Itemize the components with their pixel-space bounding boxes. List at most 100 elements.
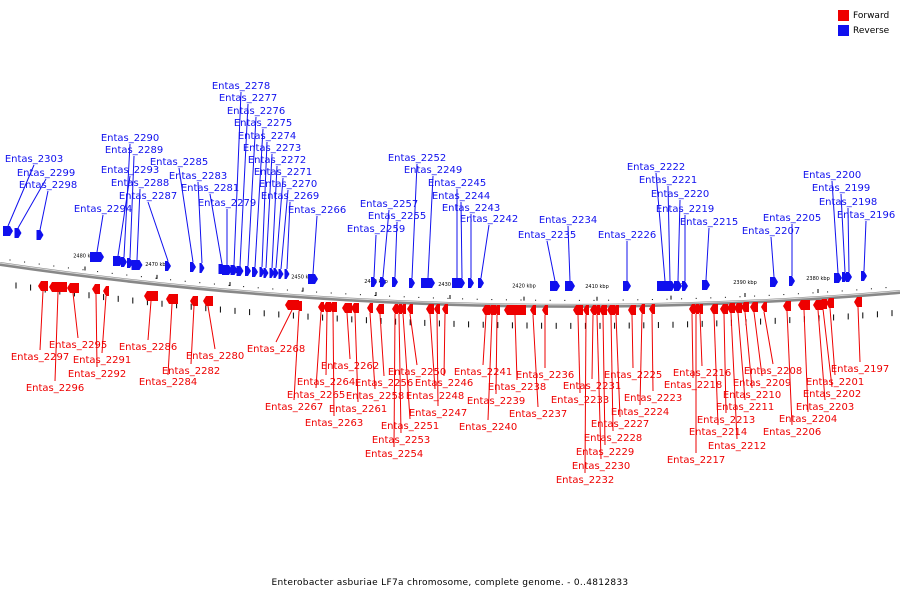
- forward-gene-label[interactable]: Entas_2223: [624, 393, 682, 404]
- forward-gene-arrow[interactable]: [103, 286, 109, 296]
- reverse-gene-arrow[interactable]: [245, 266, 251, 276]
- reverse-gene-label[interactable]: Entas_2243: [442, 203, 500, 214]
- reverse-gene-arrow[interactable]: [252, 267, 258, 277]
- forward-gene-label[interactable]: Entas_2264: [297, 377, 355, 388]
- forward-gene-label[interactable]: Entas_2212: [708, 441, 766, 452]
- reverse-gene-arrow[interactable]: [565, 281, 575, 291]
- forward-gene-label[interactable]: Entas_2247: [409, 408, 467, 419]
- forward-gene-arrow[interactable]: [734, 303, 742, 313]
- forward-gene-arrow[interactable]: [488, 305, 496, 315]
- forward-gene-arrow[interactable]: [426, 304, 434, 314]
- reverse-gene-label[interactable]: Entas_2276: [227, 106, 285, 117]
- forward-gene-label[interactable]: Entas_2250: [388, 367, 446, 378]
- reverse-gene-arrow[interactable]: [269, 268, 275, 278]
- forward-gene-label[interactable]: Entas_2248: [406, 391, 464, 402]
- reverse-gene-label[interactable]: Entas_2279: [198, 198, 256, 209]
- forward-gene-arrow[interactable]: [530, 305, 536, 315]
- forward-gene-arrow[interactable]: [594, 305, 600, 315]
- reverse-gene-arrow[interactable]: [236, 266, 244, 276]
- reverse-gene-label[interactable]: Entas_2271: [254, 167, 312, 178]
- reverse-gene-arrow[interactable]: [371, 277, 377, 287]
- forward-gene-arrow[interactable]: [144, 291, 158, 301]
- reverse-gene-arrow[interactable]: [623, 281, 631, 291]
- reverse-gene-label[interactable]: Entas_2288: [111, 178, 169, 189]
- forward-gene-arrow[interactable]: [693, 304, 699, 314]
- forward-gene-arrow[interactable]: [190, 296, 198, 306]
- reverse-gene-label[interactable]: Entas_2219: [656, 204, 714, 215]
- reverse-gene-arrow[interactable]: [665, 281, 675, 291]
- forward-gene-label[interactable]: Entas_2240: [459, 422, 517, 433]
- forward-gene-label[interactable]: Entas_2297: [11, 352, 69, 363]
- forward-gene-arrow[interactable]: [342, 303, 352, 313]
- reverse-gene-label[interactable]: Entas_2200: [803, 170, 861, 181]
- forward-gene-label[interactable]: Entas_2230: [572, 461, 630, 472]
- forward-gene-label[interactable]: Entas_2236: [516, 370, 574, 381]
- reverse-gene-label[interactable]: Entas_2273: [243, 143, 301, 154]
- forward-gene-label[interactable]: Entas_2197: [831, 364, 889, 375]
- forward-gene-arrow[interactable]: [628, 305, 636, 315]
- forward-gene-arrow[interactable]: [727, 303, 735, 313]
- forward-gene-arrow[interactable]: [590, 305, 596, 315]
- reverse-gene-arrow[interactable]: [113, 256, 123, 266]
- forward-gene-label[interactable]: Entas_2268: [247, 344, 305, 355]
- forward-gene-label[interactable]: Entas_2209: [733, 378, 791, 389]
- forward-gene-label[interactable]: Entas_2241: [454, 367, 512, 378]
- forward-gene-label[interactable]: Entas_2263: [305, 418, 363, 429]
- reverse-gene-label[interactable]: Entas_2207: [742, 226, 800, 237]
- forward-gene-label[interactable]: Entas_2203: [796, 402, 854, 413]
- forward-gene-arrow[interactable]: [376, 304, 384, 314]
- reverse-gene-label[interactable]: Entas_2244: [432, 191, 490, 202]
- reverse-gene-arrow[interactable]: [36, 230, 44, 240]
- reverse-gene-label[interactable]: Entas_2196: [837, 210, 895, 221]
- forward-gene-arrow[interactable]: [613, 305, 619, 315]
- forward-gene-arrow[interactable]: [329, 302, 337, 312]
- forward-gene-label[interactable]: Entas_2296: [26, 383, 84, 394]
- forward-gene-label[interactable]: Entas_2202: [803, 389, 861, 400]
- reverse-gene-arrow[interactable]: [284, 269, 290, 279]
- reverse-gene-arrow[interactable]: [199, 263, 205, 273]
- forward-gene-arrow[interactable]: [826, 298, 834, 308]
- forward-gene-arrow[interactable]: [798, 300, 810, 310]
- forward-gene-arrow[interactable]: [607, 305, 615, 315]
- reverse-gene-arrow[interactable]: [263, 268, 269, 278]
- forward-gene-label[interactable]: Entas_2232: [556, 475, 614, 486]
- reverse-gene-arrow[interactable]: [230, 265, 238, 275]
- reverse-gene-label[interactable]: Entas_2283: [169, 171, 227, 182]
- forward-gene-arrow[interactable]: [504, 305, 526, 315]
- reverse-gene-arrow[interactable]: [770, 277, 778, 287]
- reverse-gene-label[interactable]: Entas_2220: [651, 189, 709, 200]
- reverse-gene-arrow[interactable]: [222, 265, 232, 275]
- reverse-gene-label[interactable]: Entas_2252: [388, 153, 446, 164]
- forward-gene-label[interactable]: Entas_2295: [49, 340, 107, 351]
- reverse-gene-label[interactable]: Entas_2287: [119, 191, 177, 202]
- forward-gene-label[interactable]: Entas_2218: [664, 380, 722, 391]
- forward-gene-label[interactable]: Entas_2237: [509, 409, 567, 420]
- reverse-gene-label[interactable]: Entas_2221: [639, 175, 697, 186]
- forward-gene-arrow[interactable]: [854, 297, 862, 307]
- forward-gene-arrow[interactable]: [367, 303, 373, 313]
- forward-gene-arrow[interactable]: [741, 302, 749, 312]
- forward-gene-label[interactable]: Entas_2258: [346, 391, 404, 402]
- reverse-gene-arrow[interactable]: [273, 268, 279, 278]
- reverse-gene-label[interactable]: Entas_2205: [763, 213, 821, 224]
- forward-gene-label[interactable]: Entas_2262: [321, 361, 379, 372]
- forward-gene-arrow[interactable]: [392, 304, 398, 314]
- reverse-gene-arrow[interactable]: [789, 276, 795, 286]
- reverse-gene-label[interactable]: Entas_2235: [518, 230, 576, 241]
- forward-gene-label[interactable]: Entas_2211: [716, 402, 774, 413]
- forward-gene-arrow[interactable]: [750, 302, 758, 312]
- forward-gene-label[interactable]: Entas_2229: [576, 447, 634, 458]
- forward-gene-label[interactable]: Entas_2286: [119, 342, 177, 353]
- reverse-gene-label[interactable]: Entas_2242: [460, 214, 518, 225]
- reverse-gene-label[interactable]: Entas_2299: [17, 168, 75, 179]
- forward-gene-label[interactable]: Entas_2206: [763, 427, 821, 438]
- reverse-gene-arrow[interactable]: [550, 281, 560, 291]
- reverse-gene-label[interactable]: Entas_2245: [428, 178, 486, 189]
- forward-gene-label[interactable]: Entas_2253: [372, 435, 430, 446]
- forward-gene-arrow[interactable]: [599, 305, 607, 315]
- reverse-gene-arrow[interactable]: [682, 281, 688, 291]
- forward-gene-label[interactable]: Entas_2227: [591, 419, 649, 430]
- reverse-gene-label[interactable]: Entas_2272: [248, 155, 306, 166]
- reverse-gene-label[interactable]: Entas_2303: [5, 154, 63, 165]
- forward-gene-label[interactable]: Entas_2256: [355, 378, 413, 389]
